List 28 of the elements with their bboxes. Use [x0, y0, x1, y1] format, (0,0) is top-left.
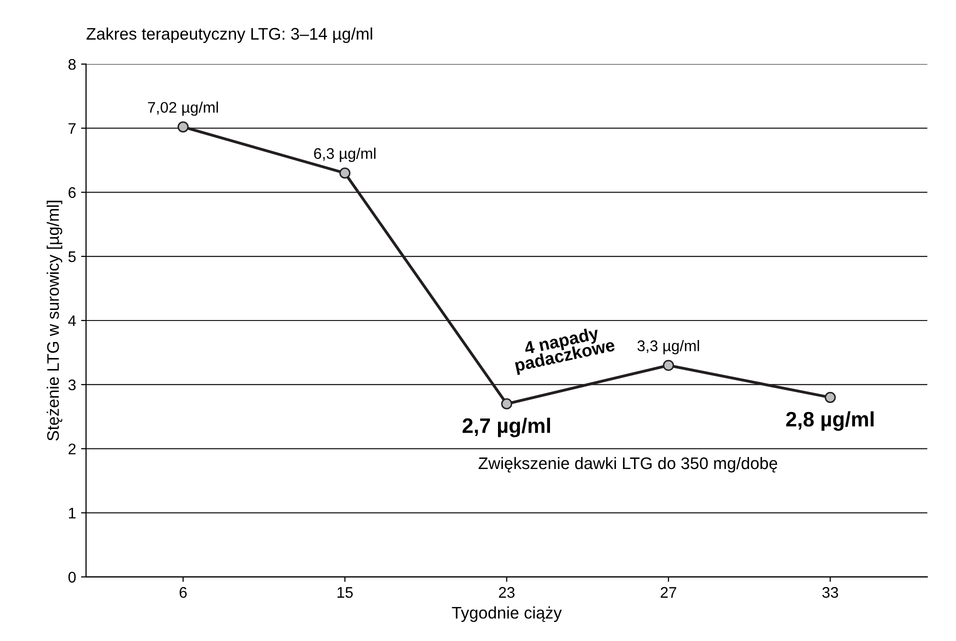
- y-tick-label: 8: [68, 58, 76, 70]
- x-tick-label: 33: [822, 587, 838, 598]
- point: [662, 360, 674, 371]
- annotation: Zwiększenie dawki LTG do 350 mg/dobę: [478, 456, 778, 472]
- y-tick-label: 0: [68, 572, 76, 583]
- y-tick-label: 3: [68, 379, 76, 390]
- chart-title: Zakres terapeutyczny LTG: 3–14 µg/ml: [86, 27, 372, 44]
- data-label: 2,7 µg/ml: [462, 418, 550, 438]
- y-tick-label: 1: [68, 508, 76, 518]
- y-tick-label: 4: [68, 316, 76, 326]
- data-label: 3,3 µg/ml: [637, 340, 700, 354]
- y-tick-label: 7: [68, 123, 76, 134]
- y-axis-title: Stężenie LTG w surowicy [µg/ml]: [46, 200, 62, 441]
- y-tick-label: 6: [68, 187, 76, 198]
- y-tick-label: 5: [68, 251, 76, 262]
- y-tick-label: 2: [68, 444, 76, 454]
- data-label: 7,02 µg/ml: [148, 102, 218, 116]
- x-tick-label: 23: [498, 587, 515, 598]
- point: [824, 392, 836, 403]
- x-tick-label: 27: [660, 587, 676, 598]
- point: [501, 398, 512, 410]
- data-label: 6,3 µg/ml: [314, 148, 376, 162]
- x-tick-label: 15: [338, 587, 353, 598]
- point: [339, 168, 350, 179]
- x-tick-label: 6: [180, 587, 187, 598]
- point: [178, 121, 189, 132]
- x-axis-title: Tygodnie ciąży: [452, 606, 562, 622]
- data-label: 2,8 µg/ml: [786, 411, 874, 431]
